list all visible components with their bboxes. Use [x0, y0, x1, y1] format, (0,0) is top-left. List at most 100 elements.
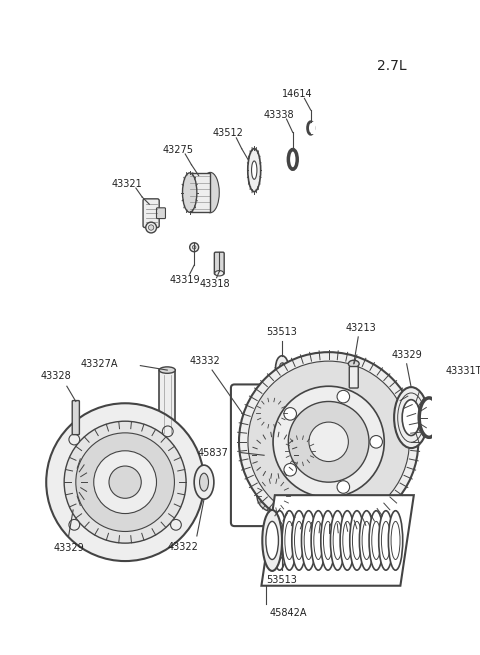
Ellipse shape [58, 455, 88, 510]
Text: 43329: 43329 [53, 542, 84, 553]
FancyBboxPatch shape [231, 384, 337, 526]
Circle shape [267, 489, 279, 502]
Ellipse shape [279, 534, 285, 543]
Text: 43213: 43213 [346, 323, 376, 333]
Text: 2.7L: 2.7L [377, 59, 407, 73]
Text: 43318: 43318 [200, 279, 230, 289]
Circle shape [109, 466, 141, 498]
Text: 43275: 43275 [163, 145, 193, 155]
Circle shape [263, 443, 287, 467]
Ellipse shape [304, 521, 313, 559]
Text: 45842A: 45842A [270, 608, 307, 618]
Circle shape [239, 352, 418, 531]
Circle shape [69, 519, 80, 530]
Ellipse shape [292, 511, 306, 570]
Ellipse shape [215, 271, 224, 276]
Text: 43338: 43338 [264, 109, 295, 120]
Text: 45837: 45837 [197, 447, 228, 458]
Ellipse shape [200, 473, 208, 491]
Circle shape [309, 422, 348, 462]
Text: 43331T: 43331T [445, 366, 480, 376]
Ellipse shape [362, 521, 371, 559]
Circle shape [294, 445, 306, 457]
Text: 43332: 43332 [190, 356, 220, 366]
Ellipse shape [65, 465, 81, 499]
Circle shape [162, 426, 173, 437]
Ellipse shape [201, 172, 219, 213]
Text: 14614: 14614 [282, 89, 312, 99]
Circle shape [273, 386, 384, 497]
Ellipse shape [382, 521, 390, 559]
Ellipse shape [324, 521, 333, 559]
Ellipse shape [194, 465, 214, 499]
Text: 43327A: 43327A [81, 359, 118, 369]
Circle shape [170, 519, 181, 530]
FancyBboxPatch shape [215, 252, 224, 274]
Circle shape [192, 246, 196, 249]
Ellipse shape [275, 521, 284, 559]
Ellipse shape [275, 526, 289, 552]
Ellipse shape [343, 521, 352, 559]
Circle shape [288, 402, 369, 482]
Circle shape [146, 222, 156, 233]
Ellipse shape [348, 360, 359, 367]
Circle shape [370, 436, 383, 448]
Ellipse shape [372, 521, 381, 559]
Text: 43512: 43512 [213, 128, 244, 138]
Circle shape [284, 407, 297, 420]
Ellipse shape [352, 521, 361, 559]
Ellipse shape [379, 511, 393, 570]
Ellipse shape [394, 387, 428, 448]
Circle shape [257, 479, 289, 512]
Circle shape [69, 434, 80, 445]
Ellipse shape [419, 398, 439, 438]
Circle shape [337, 481, 349, 493]
Ellipse shape [402, 400, 420, 436]
Circle shape [337, 390, 349, 403]
Circle shape [248, 361, 409, 523]
Text: 43328: 43328 [41, 371, 72, 381]
Ellipse shape [301, 511, 316, 570]
Ellipse shape [273, 511, 287, 570]
Text: 43329: 43329 [391, 350, 422, 360]
FancyBboxPatch shape [349, 367, 358, 388]
Circle shape [265, 407, 277, 419]
Ellipse shape [330, 511, 345, 570]
Ellipse shape [252, 161, 257, 179]
Ellipse shape [266, 521, 278, 559]
Ellipse shape [340, 511, 354, 570]
FancyBboxPatch shape [72, 401, 79, 435]
Circle shape [252, 433, 297, 477]
Text: 43319: 43319 [170, 274, 201, 284]
Circle shape [257, 399, 286, 428]
Ellipse shape [248, 149, 261, 192]
Ellipse shape [288, 149, 297, 169]
Ellipse shape [159, 434, 175, 441]
Text: 53513: 53513 [266, 327, 298, 337]
Circle shape [148, 225, 154, 230]
Ellipse shape [282, 511, 297, 570]
Circle shape [46, 403, 204, 561]
Text: 53513: 53513 [266, 575, 298, 585]
Polygon shape [262, 495, 414, 586]
Ellipse shape [159, 367, 175, 373]
Ellipse shape [182, 173, 197, 212]
Ellipse shape [279, 363, 285, 372]
Text: 43321: 43321 [111, 179, 142, 189]
Circle shape [76, 433, 174, 531]
Ellipse shape [333, 521, 342, 559]
Ellipse shape [262, 510, 282, 571]
Ellipse shape [276, 356, 288, 379]
Ellipse shape [360, 511, 374, 570]
Circle shape [64, 421, 186, 543]
Circle shape [286, 436, 314, 465]
Circle shape [284, 464, 297, 476]
Ellipse shape [314, 521, 323, 559]
Ellipse shape [321, 511, 335, 570]
Polygon shape [190, 173, 210, 212]
Ellipse shape [295, 521, 303, 559]
Ellipse shape [311, 511, 325, 570]
FancyBboxPatch shape [156, 208, 166, 219]
Ellipse shape [285, 521, 294, 559]
Circle shape [94, 451, 156, 514]
